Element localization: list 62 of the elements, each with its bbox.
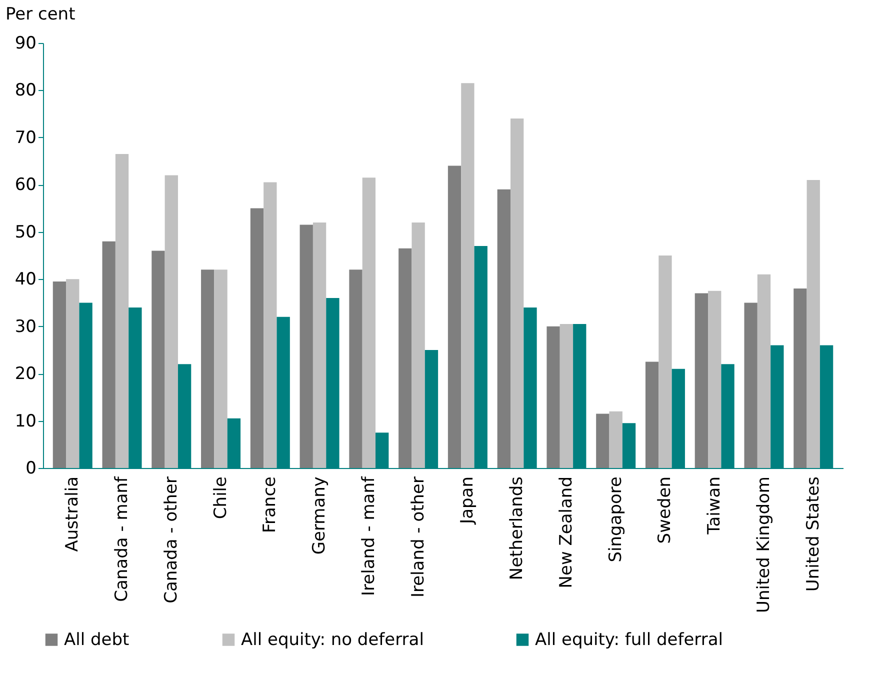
x-tick-label: Sweden — [655, 476, 676, 544]
y-tick-label: 50 — [14, 222, 36, 242]
x-tick-label: Singapore — [606, 476, 626, 562]
bar — [744, 302, 758, 468]
bar — [497, 189, 510, 468]
y-tick-label: 70 — [14, 128, 36, 148]
x-tick-label: Canada - manf — [112, 475, 132, 602]
bar — [52, 281, 66, 468]
y-tick-label: 30 — [14, 316, 36, 337]
bar — [312, 222, 326, 468]
bar — [264, 182, 277, 468]
bar — [658, 256, 672, 468]
legend-label: All equity: no deferral — [241, 630, 424, 650]
x-tick-label: Japan — [458, 476, 478, 525]
bar — [349, 270, 362, 468]
x-tick-label: United Kingdom — [754, 476, 774, 613]
x-tick-label: Chile — [210, 476, 231, 520]
bar — [560, 324, 574, 468]
x-tick-label: Germany — [310, 476, 330, 555]
y-tick-label: 20 — [14, 364, 36, 384]
bar — [398, 248, 412, 468]
bar — [66, 279, 80, 468]
y-tick-label: 40 — [14, 270, 36, 290]
bar — [461, 83, 474, 468]
y-tick-label: 90 — [14, 34, 36, 54]
bar — [510, 118, 524, 468]
x-tick-label: Canada - other — [161, 476, 182, 604]
x-tick-label: United States — [803, 476, 824, 592]
x-tick-label: New Zealand — [556, 476, 576, 588]
bar — [412, 222, 425, 468]
legend-label: All debt — [64, 630, 130, 650]
y-tick-label: 80 — [14, 80, 36, 101]
y-axis-title: Per cent — [6, 4, 76, 24]
bar — [806, 180, 820, 468]
bar — [609, 411, 622, 468]
bar — [300, 224, 313, 468]
bar — [794, 288, 807, 468]
bar — [250, 208, 264, 468]
bar — [201, 270, 214, 468]
bar — [694, 293, 708, 468]
legend-label: All equity: full deferral — [535, 630, 723, 650]
x-tick-label: Ireland - other — [408, 476, 428, 598]
y-tick-label: 0 — [26, 458, 36, 478]
bar — [152, 250, 165, 468]
bar — [708, 290, 722, 468]
bar — [546, 326, 560, 468]
bar — [102, 241, 116, 468]
y-tick-label: 60 — [14, 175, 36, 196]
bar — [645, 362, 659, 468]
bar — [448, 166, 462, 468]
bar — [362, 178, 376, 468]
bar — [596, 414, 610, 468]
bar — [115, 154, 129, 468]
y-tick-label: 10 — [14, 411, 36, 432]
x-tick-label: Netherlands — [507, 476, 528, 580]
x-tick-label: Taiwan — [704, 476, 725, 536]
x-tick-label: Australia — [62, 476, 83, 552]
bar — [164, 175, 178, 468]
x-tick-label: Ireland - manf — [358, 475, 379, 596]
bar — [214, 270, 228, 468]
x-tick-label: France — [260, 476, 280, 534]
bar — [757, 274, 771, 468]
